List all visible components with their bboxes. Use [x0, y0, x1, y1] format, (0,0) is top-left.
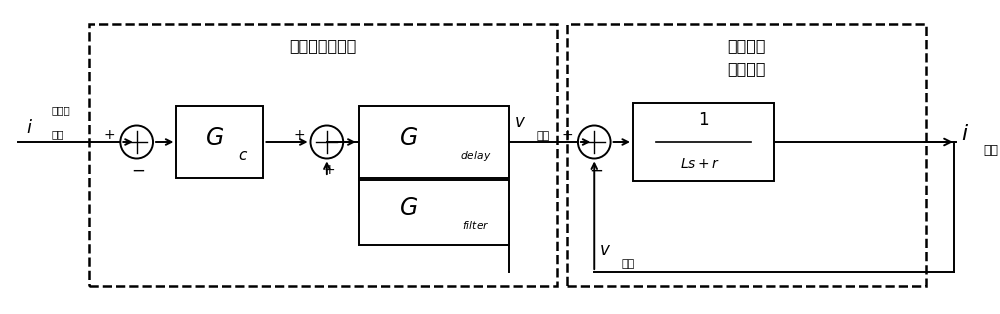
- Text: 电网: 电网: [622, 259, 635, 269]
- Text: +: +: [323, 164, 335, 177]
- Text: +: +: [104, 128, 115, 142]
- Text: 电网: 电网: [983, 143, 998, 156]
- Bar: [89, 24, 557, 286]
- Bar: [359, 106, 509, 178]
- Text: $_{delay}$: $_{delay}$: [460, 149, 491, 164]
- Bar: [359, 180, 509, 245]
- Text: $i$: $i$: [26, 119, 33, 137]
- Text: $v$: $v$: [514, 113, 526, 131]
- Text: −: −: [589, 161, 603, 180]
- Bar: [567, 24, 926, 286]
- Text: 柔性直流: 柔性直流: [727, 39, 766, 53]
- Bar: [633, 103, 774, 181]
- Text: $_{filter}$: $_{filter}$: [462, 218, 489, 232]
- Text: $i$: $i$: [961, 124, 969, 144]
- Text: $G$: $G$: [205, 126, 224, 150]
- Text: +: +: [294, 128, 305, 142]
- Text: 电网: 电网: [52, 129, 64, 139]
- Text: 电流内环控制器: 电流内环控制器: [289, 39, 357, 53]
- Text: +: +: [561, 128, 573, 142]
- Text: 1: 1: [698, 111, 709, 129]
- Text: 输出: 输出: [537, 131, 550, 141]
- Bar: [176, 106, 263, 178]
- Text: 参考值: 参考值: [52, 105, 70, 115]
- Text: $G$: $G$: [399, 196, 419, 220]
- Text: 数学模型: 数学模型: [727, 62, 766, 77]
- Text: $G$: $G$: [399, 126, 419, 150]
- Text: $c$: $c$: [238, 148, 248, 163]
- Text: $Ls+r$: $Ls+r$: [680, 157, 720, 171]
- Text: −: −: [132, 161, 146, 180]
- Text: $v$: $v$: [599, 241, 611, 259]
